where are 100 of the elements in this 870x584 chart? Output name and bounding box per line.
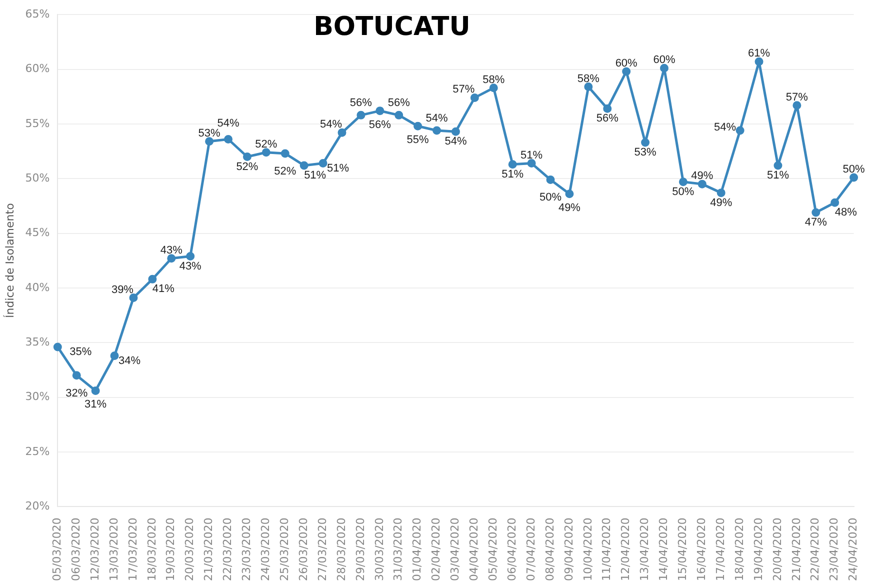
point	[148, 274, 157, 284]
point	[716, 188, 726, 198]
x-tick-label: 19/04/2020	[752, 518, 765, 582]
data-label: 51%	[304, 170, 326, 182]
x-tick-label: 06/04/2020	[505, 518, 518, 582]
data-label: 52%	[274, 165, 296, 178]
data-label: 60%	[653, 54, 676, 66]
data-label: 61%	[748, 48, 770, 60]
data-label: 51%	[502, 168, 524, 180]
data-label: 53%	[634, 146, 657, 159]
x-tick-label: 08/04/2020	[543, 518, 556, 582]
point	[356, 110, 366, 120]
data-label: 52%	[255, 138, 278, 150]
data-label: 50%	[539, 192, 562, 204]
x-tick-label: 20/04/2020	[770, 518, 784, 582]
x-tick-label: 23/03/2020	[240, 518, 254, 582]
x-tick-label: 15/04/2020	[676, 518, 690, 582]
point	[414, 122, 422, 130]
data-label: 47%	[804, 216, 828, 229]
x-tick-label: 13/03/2020	[107, 518, 120, 582]
data-label: 49%	[691, 170, 714, 182]
data-label: 57%	[786, 91, 808, 104]
point	[754, 57, 764, 66]
point	[280, 149, 290, 158]
x-tick-label: 24/03/2020	[259, 518, 272, 582]
data-label: 53%	[198, 127, 221, 140]
data-label: 51%	[520, 149, 543, 162]
x-tick-label: 03/04/2020	[448, 518, 462, 582]
data-label: 39%	[111, 284, 134, 296]
x-tick-label: 18/03/2020	[145, 518, 158, 582]
point	[698, 180, 706, 188]
point	[242, 152, 252, 161]
point	[72, 371, 81, 380]
data-label: 32%	[66, 387, 88, 400]
point	[830, 198, 840, 207]
y-tick-label: 40%	[25, 280, 50, 294]
x-tick-label: 23/04/2020	[828, 518, 841, 582]
point	[584, 82, 593, 92]
data-label: 58%	[577, 72, 600, 85]
data-label: 41%	[152, 283, 175, 296]
point	[641, 138, 650, 147]
x-tick-label: 09/04/2020	[562, 518, 576, 582]
x-tick-label: 17/03/2020	[126, 518, 140, 582]
data-label: 49%	[710, 196, 732, 209]
x-tick-label: 21/03/2020	[202, 518, 216, 582]
x-tick-label: 05/03/2020	[50, 518, 64, 582]
x-tick-label: 12/03/2020	[88, 518, 102, 582]
y-tick-label: 30%	[25, 390, 50, 404]
point	[508, 160, 517, 169]
y-tick-label: 20%	[25, 499, 50, 512]
x-tick-label: 27/03/2020	[316, 518, 329, 582]
chart-title: BOTUCATU	[314, 12, 470, 42]
y-axis-title: Índice de Isolamento	[2, 202, 16, 318]
data-label: 51%	[327, 162, 350, 174]
x-tick-label: 21/04/2020	[790, 518, 803, 582]
point	[527, 159, 536, 168]
x-tick-label: 07/04/2020	[524, 518, 538, 582]
point	[224, 134, 233, 144]
data-label: 50%	[842, 164, 866, 176]
data-label: 56%	[388, 97, 410, 110]
data-label: 43%	[160, 244, 183, 256]
x-tick-label: 10/04/2020	[581, 518, 594, 582]
data-label: 56%	[350, 97, 372, 110]
x-tick-label: 20/03/2020	[183, 518, 196, 582]
data-label: 31%	[84, 398, 107, 411]
y-tick-label: 25%	[25, 444, 50, 458]
data-label: 55%	[406, 134, 430, 146]
point	[53, 342, 62, 352]
data-label: 57%	[452, 84, 475, 96]
point	[376, 106, 384, 116]
x-tick-label: 22/04/2020	[808, 518, 822, 582]
x-tick-label: 26/03/2020	[296, 518, 310, 582]
data-label: 60%	[615, 57, 638, 70]
point	[91, 386, 100, 395]
point	[622, 67, 631, 76]
data-label: 49%	[558, 202, 581, 214]
data-label: 58%	[482, 74, 505, 86]
x-tick-label: 31/03/2020	[392, 518, 405, 582]
point	[736, 126, 744, 135]
point	[300, 161, 308, 170]
x-tick-label: 12/04/2020	[619, 518, 632, 582]
data-label: 35%	[70, 346, 92, 358]
data-label: 54%	[217, 117, 240, 130]
point	[660, 64, 668, 72]
data-label: 48%	[834, 206, 858, 219]
x-tick-label: 17/04/2020	[714, 518, 727, 582]
x-tick-label: 24/04/2020	[846, 518, 860, 582]
y-tick-label: 35%	[25, 335, 50, 348]
x-tick-label: 30/03/2020	[372, 518, 386, 582]
x-tick-label: 01/04/2020	[410, 518, 424, 582]
data-label: 54%	[426, 112, 448, 125]
point	[129, 294, 138, 302]
point	[318, 159, 328, 168]
point	[167, 254, 176, 263]
data-label: 50%	[672, 186, 694, 198]
x-tick-label: 22/03/2020	[221, 518, 234, 582]
point	[774, 161, 782, 170]
x-tick-label: 04/04/2020	[468, 518, 481, 582]
point	[186, 252, 195, 260]
data-label: 56%	[368, 118, 392, 131]
